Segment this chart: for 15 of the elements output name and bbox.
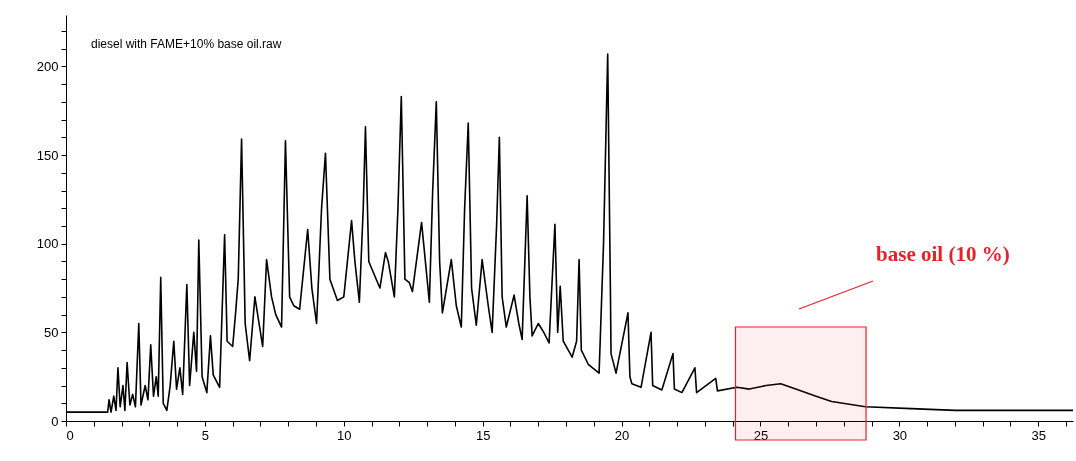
x-tick-label: 30	[892, 427, 908, 443]
band-label: base oil (10 %)	[876, 242, 1010, 266]
y-tick-label: 200	[36, 58, 59, 74]
x-tick-label: 25	[753, 427, 769, 443]
x-tick-label: 35	[1031, 427, 1047, 443]
y-tick-label: 150	[36, 147, 59, 163]
y-tick-label: 100	[36, 236, 59, 252]
y-tick-label: 0	[51, 413, 59, 429]
x-tick-label: 20	[614, 427, 630, 443]
x-tick-label: 10	[337, 427, 352, 443]
x-tick-label: 0	[66, 427, 74, 443]
y-tick-label: 50	[44, 324, 59, 340]
text: diesel with FAME+10% base oil.raw	[91, 37, 282, 51]
x-tick-label: 15	[475, 427, 491, 443]
x-tick-label: 5	[201, 427, 210, 443]
